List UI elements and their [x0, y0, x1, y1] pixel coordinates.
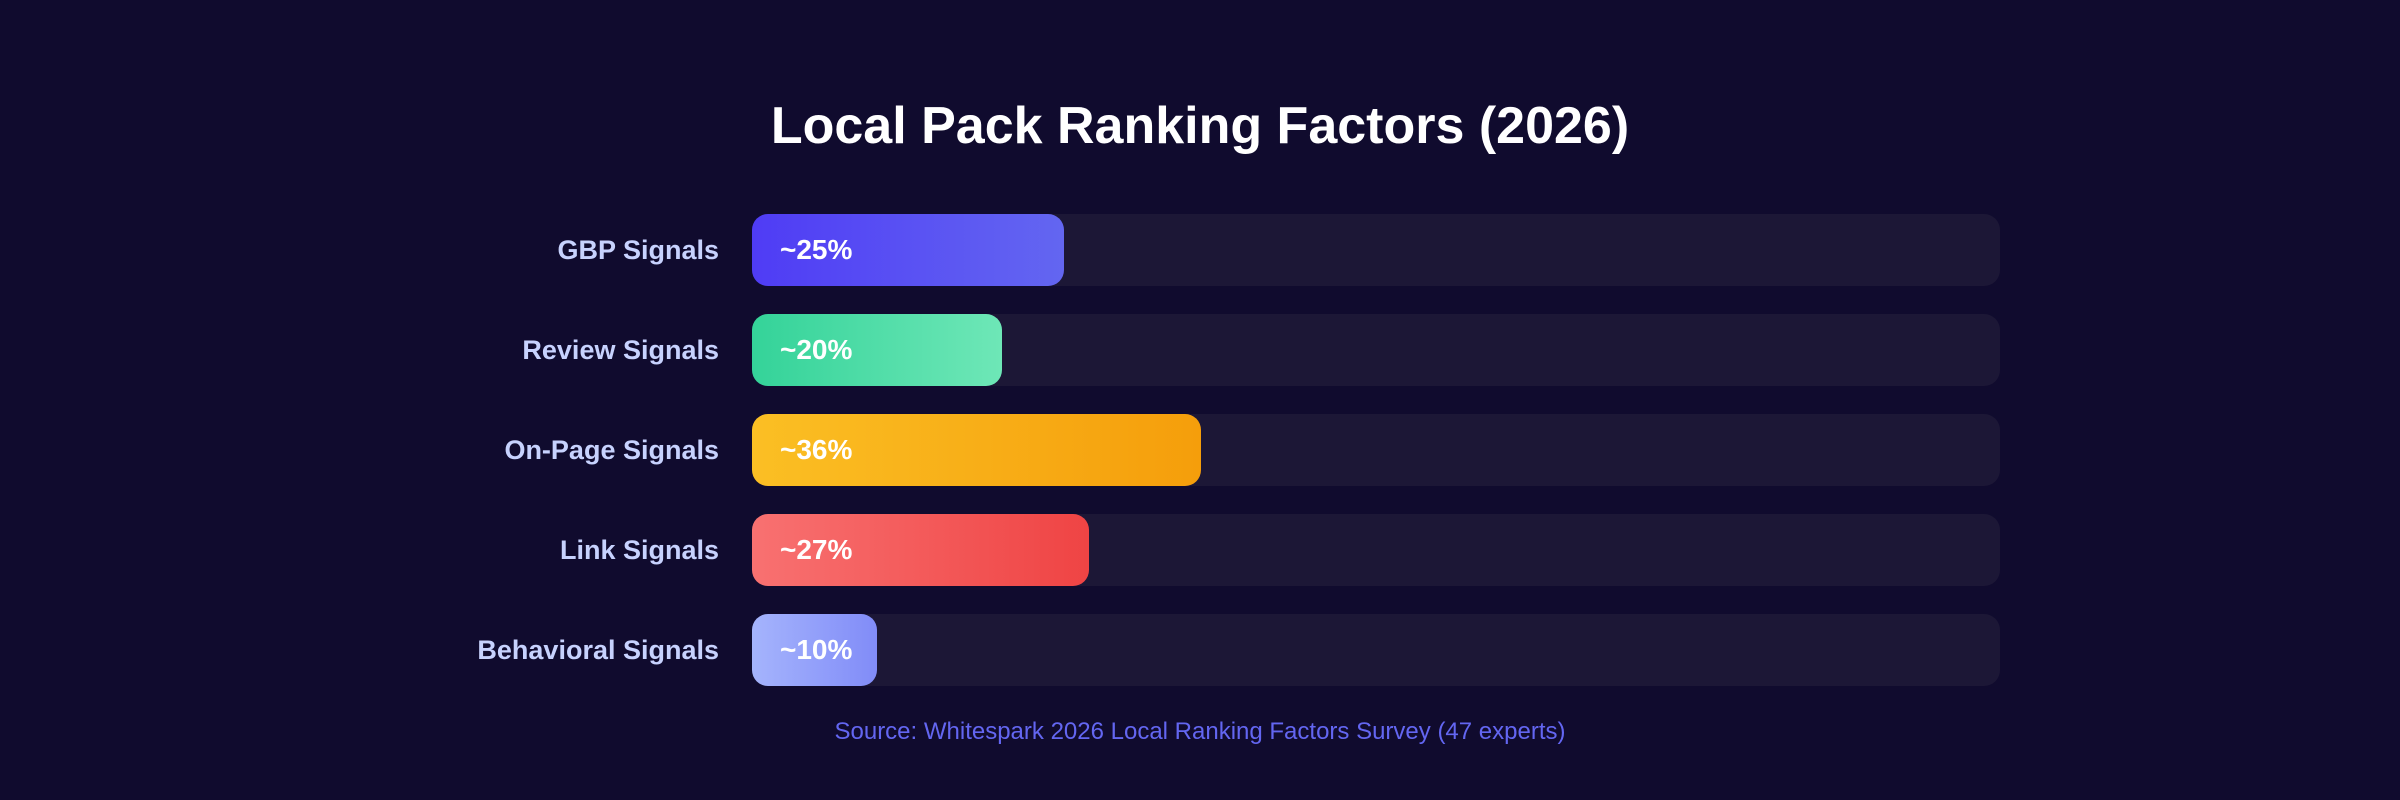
bar-track: ~27% — [752, 514, 2000, 586]
bar-track: ~20% — [752, 314, 2000, 386]
bar-track: ~10% — [752, 614, 2000, 686]
category-label: On-Page Signals — [504, 435, 719, 465]
data-label: ~36% — [780, 434, 853, 465]
category-label: Behavioral Signals — [477, 635, 719, 665]
data-label: ~27% — [780, 534, 853, 565]
data-label: ~10% — [780, 634, 853, 665]
bar: ~36% — [752, 414, 1202, 486]
category-label: GBP Signals — [557, 235, 719, 265]
bar-row: Behavioral Signals ~10% — [0, 614, 2400, 686]
bar-row: Link Signals ~27% — [0, 514, 2400, 586]
bar-row: On-Page Signals ~36% — [0, 414, 2400, 486]
data-label: ~20% — [780, 334, 853, 365]
category-label: Review Signals — [522, 335, 719, 365]
bar-row: Review Signals ~20% — [0, 314, 2400, 386]
bar-row: GBP Signals ~25% — [0, 214, 2400, 286]
bar: ~25% — [752, 214, 1064, 286]
bar: ~10% — [752, 614, 877, 686]
data-label: ~25% — [780, 234, 853, 265]
category-label: Link Signals — [559, 535, 719, 565]
bar-track: ~36% — [752, 414, 2000, 486]
chart-title: Local Pack Ranking Factors (2026) — [770, 97, 1630, 155]
bar-track: ~25% — [752, 214, 2000, 286]
source-note: Source: Whitespark 2026 Local Ranking Fa… — [834, 718, 1566, 745]
bar: ~20% — [752, 314, 1002, 386]
bar: ~27% — [752, 514, 1089, 586]
